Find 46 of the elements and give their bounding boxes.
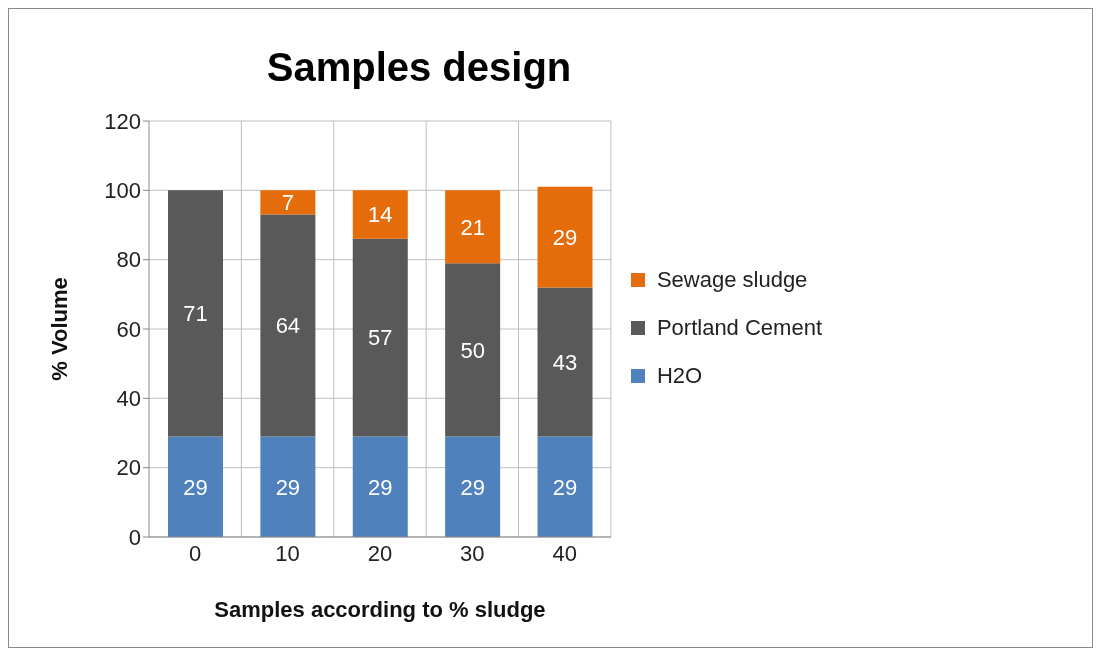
bar <box>352 190 408 239</box>
data-label: 57 <box>368 325 393 351</box>
x-tick-label: 30 <box>460 540 485 566</box>
data-label: 43 <box>552 349 578 375</box>
x-axis-title: Samples according to % sludge <box>214 597 546 622</box>
bar <box>445 436 501 537</box>
data-label: 29 <box>183 474 208 500</box>
bar <box>168 436 223 537</box>
y-tick-label: 60 <box>116 316 141 342</box>
bar <box>260 190 316 215</box>
data-label: 29 <box>368 474 393 500</box>
data-label: 50 <box>460 337 485 363</box>
y-tick-label: 100 <box>104 178 141 204</box>
y-tick-label: 20 <box>116 455 141 481</box>
y-axis-title: % Volume <box>46 277 72 381</box>
bar <box>537 186 593 288</box>
legend-label: Portland Cement <box>656 315 822 341</box>
legend-label: Sewage sludge <box>656 267 808 293</box>
data-label: 7 <box>281 190 295 216</box>
data-label: 71 <box>183 301 208 327</box>
x-tick-label: 40 <box>552 540 577 566</box>
bar <box>260 214 316 437</box>
bar <box>352 238 408 437</box>
data-label: 29 <box>460 474 485 500</box>
y-tick-label: 40 <box>116 386 141 412</box>
bar <box>352 436 408 537</box>
bar <box>445 263 501 437</box>
data-label: 21 <box>460 214 485 240</box>
bar <box>445 190 501 264</box>
bar <box>537 287 593 437</box>
bar <box>537 436 593 537</box>
data-label: 29 <box>552 474 578 500</box>
y-tick-label: 120 <box>104 108 141 134</box>
x-tick-label: 0 <box>189 540 202 566</box>
data-label: 64 <box>275 313 301 339</box>
data-label: 14 <box>368 202 393 228</box>
y-tick-label: 80 <box>116 247 141 273</box>
x-tick-label: 10 <box>275 540 300 566</box>
x-tick-label: 20 <box>367 540 393 566</box>
bar <box>168 190 223 437</box>
data-label: 29 <box>552 224 578 250</box>
legend-label: H2O <box>656 363 703 389</box>
chart-title: Samples design <box>265 45 573 90</box>
data-label: 29 <box>275 474 301 500</box>
y-tick-label: 0 <box>128 524 141 550</box>
bar <box>260 436 316 537</box>
